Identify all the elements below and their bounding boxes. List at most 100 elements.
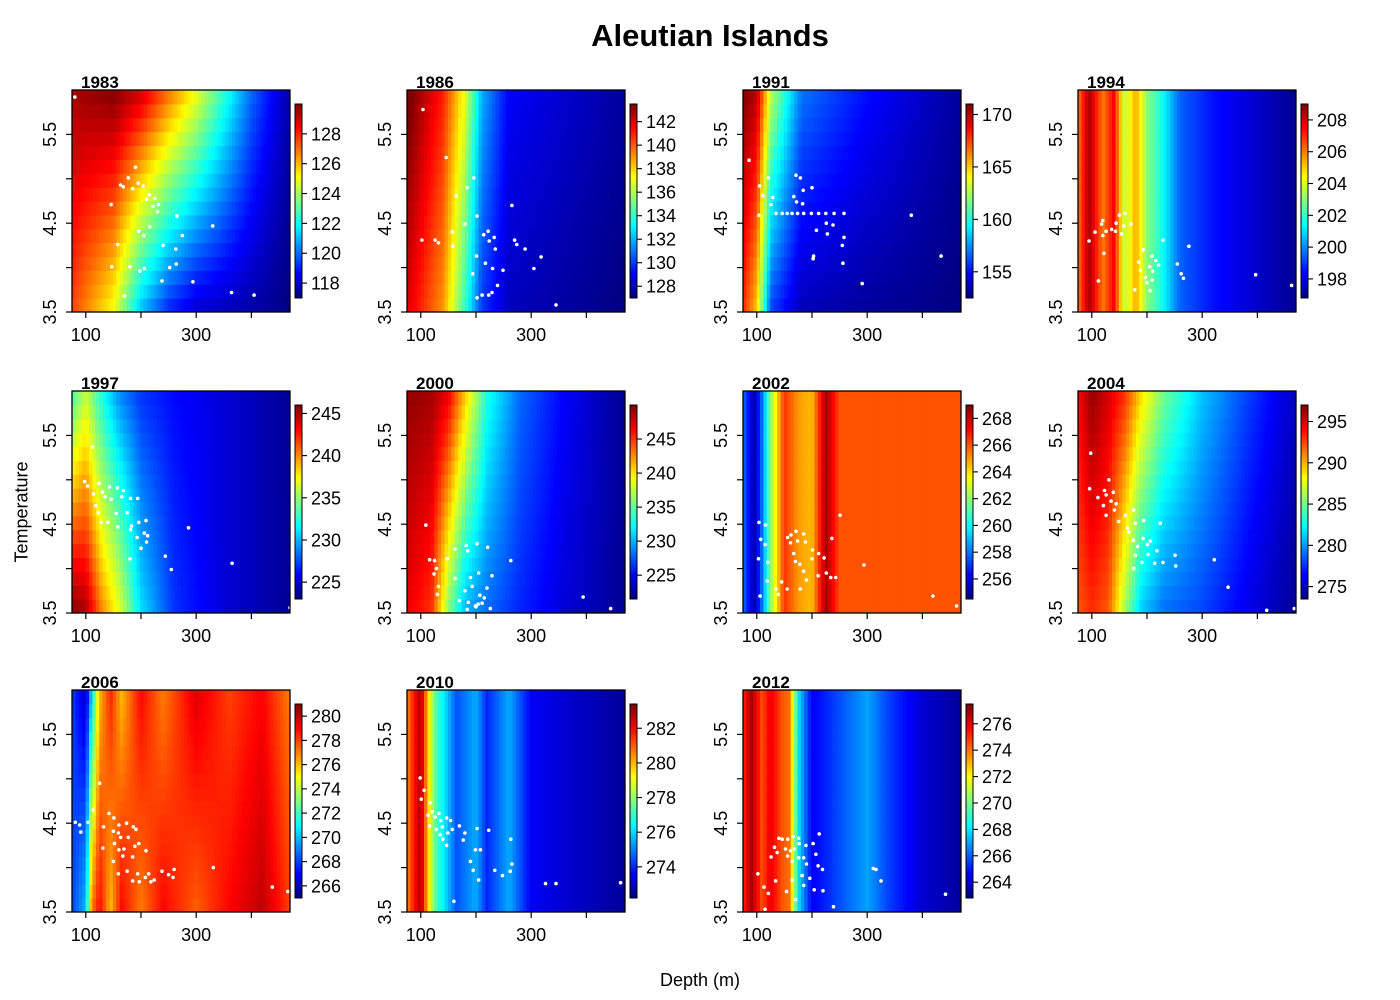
heat-cell bbox=[1210, 117, 1215, 133]
heat-cell bbox=[102, 474, 107, 489]
heat-cell bbox=[102, 214, 107, 230]
heat-cell bbox=[1234, 214, 1239, 230]
heat-cell bbox=[838, 242, 843, 258]
heat-cell bbox=[133, 173, 138, 188]
heat-cell bbox=[119, 159, 124, 174]
heat-cell bbox=[1118, 201, 1123, 216]
heat-cell bbox=[618, 159, 623, 174]
heat-cell bbox=[787, 284, 792, 299]
heat-cell bbox=[116, 585, 121, 600]
heat-cell bbox=[72, 446, 77, 461]
heat-cell bbox=[1289, 298, 1294, 312]
heat-cell bbox=[72, 529, 77, 545]
heat-cell bbox=[1132, 145, 1137, 160]
heat-cell bbox=[1200, 187, 1205, 202]
heat-cell bbox=[858, 214, 863, 230]
heat-cell bbox=[177, 446, 182, 461]
sample-point bbox=[501, 268, 505, 273]
heat-cell bbox=[498, 201, 503, 216]
heat-cell bbox=[814, 214, 819, 230]
heat-cell bbox=[1091, 228, 1096, 244]
heat-cell bbox=[102, 460, 107, 475]
heat-cell bbox=[201, 557, 206, 572]
heat-cell bbox=[116, 404, 121, 420]
heat-cell bbox=[601, 159, 606, 174]
heat-cell bbox=[204, 298, 209, 312]
heat-cell bbox=[611, 173, 616, 188]
heat-cell bbox=[204, 131, 209, 147]
heat-cell bbox=[89, 298, 94, 312]
heat-cell bbox=[1234, 90, 1239, 105]
heat-cell bbox=[1078, 284, 1083, 299]
heat-cell bbox=[865, 201, 870, 216]
sample-point bbox=[121, 185, 126, 189]
heat-cell bbox=[174, 432, 179, 448]
heat-cell bbox=[92, 298, 97, 312]
heat-cell bbox=[174, 585, 179, 600]
heat-cell bbox=[543, 242, 548, 258]
heat-cell bbox=[889, 145, 894, 160]
heat-cell bbox=[773, 242, 778, 258]
heat-cell bbox=[492, 103, 497, 119]
heat-cell bbox=[1204, 131, 1209, 147]
heat-cell bbox=[150, 298, 155, 312]
heat-cell bbox=[512, 228, 517, 244]
heat-cell bbox=[191, 571, 196, 586]
heat-cell bbox=[174, 145, 179, 160]
heat-cell bbox=[1255, 90, 1260, 105]
heat-cell bbox=[181, 418, 186, 434]
heat-cell bbox=[570, 256, 575, 271]
heat-cell bbox=[249, 242, 254, 258]
heat-cell bbox=[1112, 145, 1117, 160]
heat-cell bbox=[845, 242, 850, 258]
heat-cell bbox=[607, 284, 612, 299]
heat-cell bbox=[800, 214, 805, 230]
heat-cell bbox=[1081, 131, 1086, 147]
heat-cell bbox=[1217, 159, 1222, 174]
heat-cell bbox=[1088, 131, 1093, 147]
heat-cell bbox=[1142, 187, 1147, 202]
heat-cell bbox=[447, 131, 452, 147]
heat-cell bbox=[573, 256, 578, 271]
heat-cell bbox=[957, 131, 961, 147]
heat-cell bbox=[783, 131, 788, 147]
heat-cell bbox=[126, 571, 131, 586]
heat-cell bbox=[255, 228, 260, 244]
heat-cell bbox=[526, 284, 531, 299]
heat-cell bbox=[119, 117, 124, 133]
heat-cell bbox=[444, 214, 449, 230]
heat-cell bbox=[1214, 242, 1219, 258]
heat-cell bbox=[838, 284, 843, 299]
heat-cell bbox=[116, 159, 121, 174]
heat-cell bbox=[573, 90, 578, 105]
sample-point bbox=[116, 242, 120, 247]
heat-cell bbox=[1275, 228, 1280, 244]
heat-cell bbox=[1190, 131, 1195, 147]
heat-cell bbox=[427, 173, 432, 188]
heat-cell bbox=[753, 214, 758, 230]
heat-cell bbox=[933, 187, 938, 202]
heat-cell bbox=[807, 173, 812, 188]
heat-cell bbox=[573, 103, 578, 119]
heat-cell bbox=[834, 256, 839, 271]
heat-cell bbox=[587, 228, 592, 244]
heat-cell bbox=[218, 284, 223, 299]
heat-cell bbox=[834, 173, 839, 188]
heat-cell bbox=[498, 103, 503, 119]
heat-cell bbox=[89, 585, 94, 600]
heat-cell bbox=[1197, 228, 1202, 244]
heat-cell bbox=[143, 557, 148, 572]
heat-cell bbox=[543, 103, 548, 119]
heat-cell bbox=[597, 298, 602, 312]
heat-cell bbox=[235, 159, 240, 174]
heat-cell bbox=[1210, 201, 1215, 216]
heat-cell bbox=[811, 298, 816, 312]
heat-cell bbox=[150, 145, 155, 160]
heat-cell bbox=[509, 228, 514, 244]
heat-cell bbox=[821, 242, 826, 258]
heat-cell bbox=[947, 145, 952, 160]
heat-cell bbox=[167, 284, 172, 299]
heat-cell bbox=[621, 145, 625, 160]
heat-cell bbox=[563, 256, 568, 271]
heat-cell bbox=[157, 90, 162, 105]
